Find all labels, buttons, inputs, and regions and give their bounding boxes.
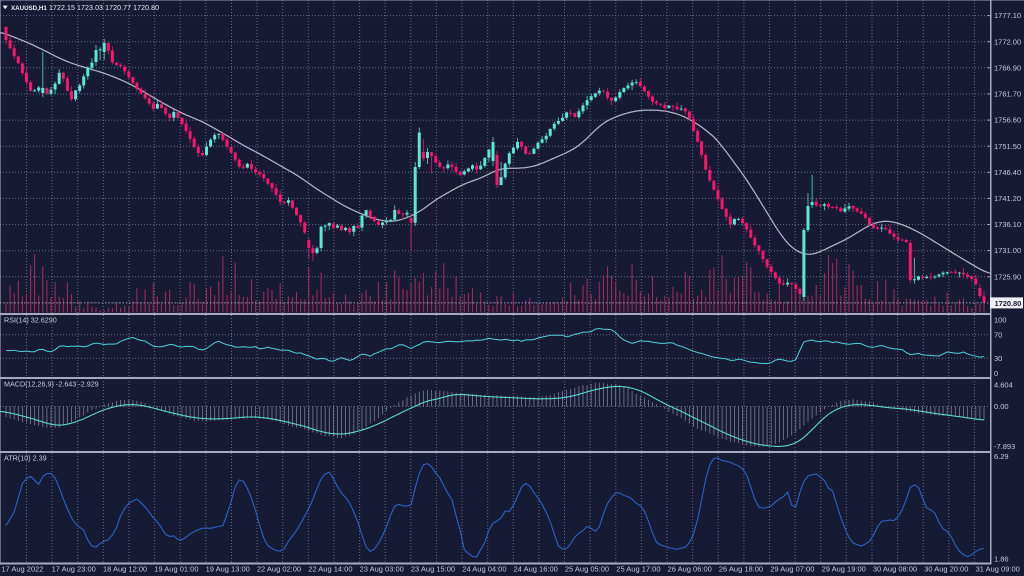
svg-text:24 Aug 04:00: 24 Aug 04:00 [462, 565, 506, 574]
svg-text:23 Aug 15:00: 23 Aug 15:00 [411, 565, 455, 574]
svg-text:-7.893: -7.893 [994, 442, 1015, 451]
svg-text:1756.60: 1756.60 [994, 116, 1021, 125]
svg-text:1722.15 1723.03 1720.77 1720.8: 1722.15 1723.03 1720.77 1720.80 [49, 5, 159, 12]
svg-text:22 Aug 14:00: 22 Aug 14:00 [308, 565, 352, 574]
svg-text:0: 0 [994, 369, 998, 378]
svg-text:1731.00: 1731.00 [994, 246, 1021, 255]
svg-text:29 Aug 19:00: 29 Aug 19:00 [822, 565, 866, 574]
svg-text:6.29: 6.29 [994, 452, 1009, 461]
svg-text:22 Aug 02:00: 22 Aug 02:00 [257, 565, 301, 574]
svg-text:19 Aug 01:00: 19 Aug 01:00 [154, 565, 198, 574]
svg-text:17 Aug 2022: 17 Aug 2022 [1, 565, 43, 574]
svg-text:1.86: 1.86 [994, 555, 1009, 564]
svg-text:25 Aug 17:00: 25 Aug 17:00 [616, 565, 660, 574]
svg-text:100: 100 [994, 316, 1007, 325]
svg-text:17 Aug 23:00: 17 Aug 23:00 [52, 565, 96, 574]
svg-text:1736.10: 1736.10 [994, 220, 1021, 229]
svg-text:24 Aug 16:00: 24 Aug 16:00 [514, 565, 558, 574]
svg-text:23 Aug 03:00: 23 Aug 03:00 [360, 565, 404, 574]
svg-text:XAUUSD,H1: XAUUSD,H1 [11, 5, 47, 12]
svg-text:1772.00: 1772.00 [994, 37, 1021, 46]
svg-text:18 Aug 12:00: 18 Aug 12:00 [103, 565, 147, 574]
svg-text:30 Aug 20:00: 30 Aug 20:00 [924, 565, 968, 574]
svg-text:4.604: 4.604 [994, 381, 1013, 390]
svg-text:70: 70 [994, 330, 1002, 339]
svg-text:1751.50: 1751.50 [994, 142, 1021, 151]
svg-text:19 Aug 13:00: 19 Aug 13:00 [206, 565, 250, 574]
svg-text:26 Aug 06:00: 26 Aug 06:00 [668, 565, 712, 574]
svg-text:1720.80: 1720.80 [995, 299, 1022, 308]
svg-text:1761.70: 1761.70 [994, 90, 1021, 99]
svg-text:29 Aug 07:00: 29 Aug 07:00 [770, 565, 814, 574]
svg-text:1741.20: 1741.20 [994, 194, 1021, 203]
svg-text:0.00: 0.00 [994, 402, 1009, 411]
svg-text:31 Aug 09:00: 31 Aug 09:00 [976, 565, 1020, 574]
svg-text:1725.90: 1725.90 [994, 272, 1021, 281]
svg-text:RSI(14) 32.6290: RSI(14) 32.6290 [4, 316, 57, 325]
svg-text:MACD(12,26,9) -2.643 -2.929: MACD(12,26,9) -2.643 -2.929 [4, 380, 99, 389]
svg-text:1777.10: 1777.10 [994, 11, 1021, 20]
svg-text:25 Aug 05:00: 25 Aug 05:00 [565, 565, 609, 574]
svg-text:26 Aug 18:00: 26 Aug 18:00 [719, 565, 763, 574]
svg-text:1746.40: 1746.40 [994, 168, 1021, 177]
svg-text:30: 30 [994, 354, 1002, 363]
svg-text:30 Aug 08:00: 30 Aug 08:00 [873, 565, 917, 574]
svg-text:ATR(10) 2.39: ATR(10) 2.39 [4, 454, 47, 463]
svg-text:1766.90: 1766.90 [994, 63, 1021, 72]
